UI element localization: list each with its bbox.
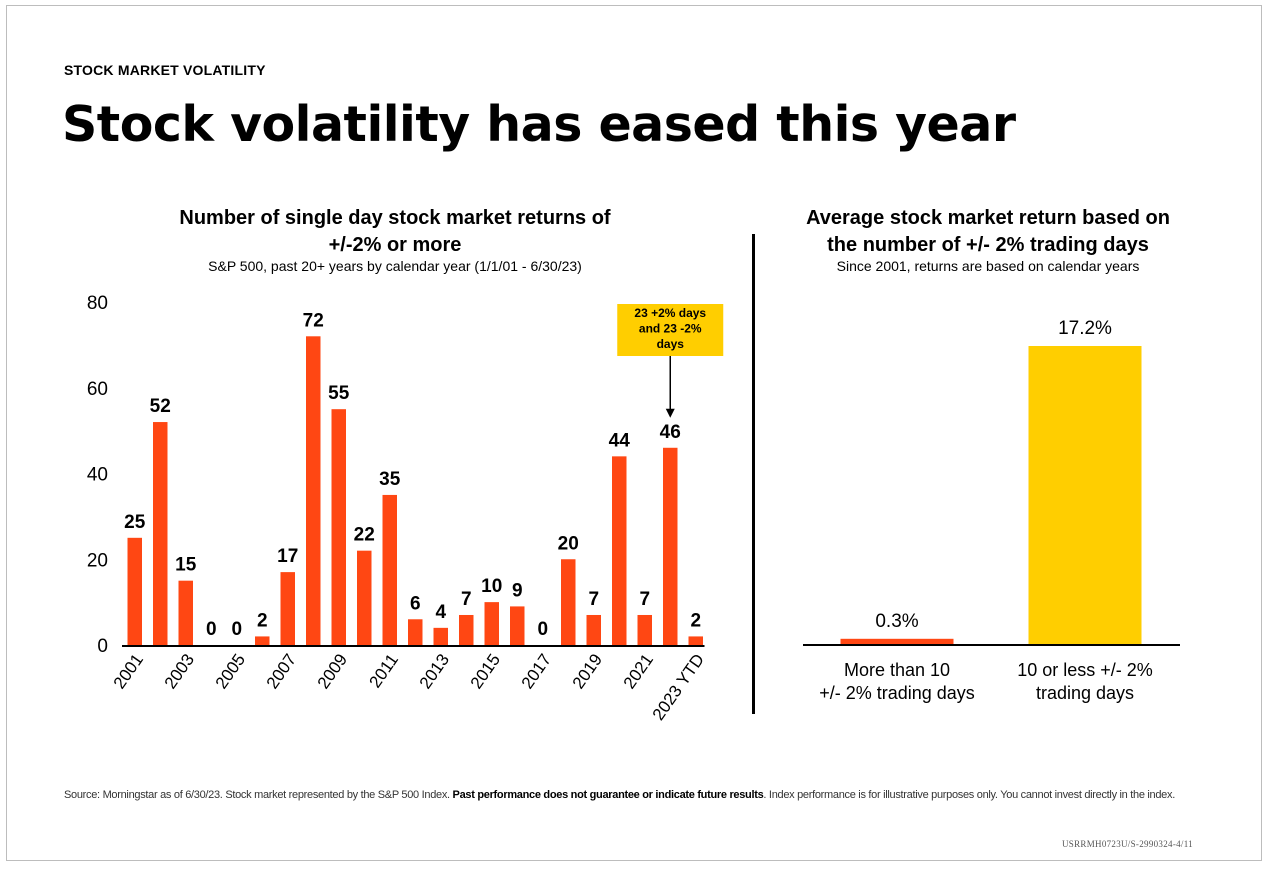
source-text-pre: Source: Morningstar as of 6/30/23. Stock…	[64, 789, 453, 801]
bar-2010	[357, 550, 372, 645]
source-text-post: . Index performance is for illustrative …	[763, 789, 1175, 801]
document-code: USRRMH0723U/S-2990324-4/11	[1062, 839, 1193, 849]
bar-2012	[408, 619, 423, 645]
annotation-text-line: and 23 -2%	[639, 322, 702, 336]
x-tick-label: 2011	[365, 650, 402, 691]
data-label: 55	[328, 383, 350, 404]
right-data-label: 17.2%	[1058, 318, 1112, 339]
right-category-label: +/- 2% trading days	[819, 683, 975, 703]
right-chart-title-line-1: Average stock market return based on	[806, 207, 1170, 229]
right-category-label: trading days	[1036, 683, 1134, 703]
data-label: 17	[277, 546, 298, 567]
data-label: 15	[175, 555, 197, 576]
data-label: 4	[435, 602, 446, 623]
data-label: 44	[609, 430, 631, 451]
bar-2016	[510, 606, 525, 645]
right-bar-1	[840, 638, 954, 644]
x-tick-label: 2015	[467, 650, 504, 692]
bar-2006	[255, 636, 270, 645]
y-tick-label: 60	[87, 379, 108, 400]
data-label: 20	[558, 533, 579, 554]
x-tick-label: 2019	[569, 650, 606, 692]
data-label: 35	[379, 469, 401, 490]
right-category-label: 10 or less +/- 2%	[1017, 660, 1153, 680]
bar-2011	[382, 494, 397, 645]
left-chart-title: Number of single day stock market return…	[130, 205, 660, 259]
data-label: 0	[231, 619, 242, 640]
bar-2007	[280, 572, 295, 645]
bar-2013	[433, 627, 448, 645]
right-data-label: 0.3%	[875, 611, 918, 632]
y-tick-label: 20	[87, 550, 108, 571]
annotation-box	[617, 304, 724, 356]
source-text-disclaimer: Past performance does not guarantee or i…	[452, 789, 764, 801]
bar-2002	[153, 422, 168, 645]
x-tick-label: 2007	[263, 650, 300, 692]
data-label: 7	[588, 589, 599, 610]
data-label: 46	[660, 422, 681, 443]
data-label: 0	[537, 619, 548, 640]
bar-2014	[459, 614, 474, 645]
eyebrow-label: STOCK MARKET VOLATILITY	[64, 62, 266, 78]
y-tick-label: 0	[97, 636, 108, 657]
headline: Stock volatility has eased this year	[62, 96, 1016, 153]
x-tick-label: 2013	[416, 650, 453, 692]
right-category-label: More than 10	[844, 660, 950, 680]
data-label: 2	[690, 610, 701, 631]
right-chart: 0.3% More than 10 +/- 2% trading days 17.2%…	[803, 318, 1180, 703]
data-label: 52	[150, 396, 171, 417]
left-chart-title-line-2: +/-2% or more	[328, 234, 462, 256]
data-label: 22	[354, 525, 375, 546]
data-label: 9	[512, 580, 523, 601]
data-label: 7	[639, 589, 650, 610]
bar-2009	[331, 409, 346, 645]
source-note: Source: Morningstar as of 6/30/23. Stock…	[64, 789, 1175, 801]
bar-2019	[586, 614, 601, 645]
right-chart-title: Average stock market return based on the…	[770, 205, 1206, 259]
annotation-arrow-head	[665, 408, 675, 418]
x-tick-label: 2009	[314, 650, 351, 692]
bar-2021	[637, 614, 652, 645]
bar-2022	[663, 447, 678, 645]
data-label: 25	[124, 512, 146, 533]
data-label: 6	[410, 593, 421, 614]
x-tick-label: 2017	[518, 650, 555, 692]
x-tick-label: 2021	[620, 650, 657, 692]
left-chart-subtitle: S&P 500, past 20+ years by calendar year…	[208, 258, 582, 274]
left-chart-title-line-1: Number of single day stock market return…	[179, 207, 611, 229]
chart-divider	[752, 234, 755, 714]
right-chart-title-line-2: the number of +/- 2% trading days	[827, 234, 1149, 256]
bar-2018	[561, 559, 576, 645]
data-label: 2	[257, 610, 268, 631]
bar-2001	[127, 537, 142, 645]
y-tick-label: 40	[87, 465, 108, 486]
bar-2015	[484, 602, 499, 645]
right-bar-2	[1028, 346, 1142, 644]
annotation-text-line: 23 +2% days	[634, 306, 706, 320]
bar-2008	[306, 336, 321, 645]
data-label: 10	[481, 576, 502, 597]
bar-2020	[612, 456, 627, 645]
data-label: 72	[303, 310, 324, 331]
slide-frame	[6, 5, 1262, 861]
x-tick-label: 2003	[161, 650, 198, 692]
annotation-text-line: days	[657, 337, 685, 351]
bar-2003	[178, 580, 193, 645]
x-tick-label: 2001	[110, 650, 147, 692]
x-tick-label: 2023 YTD	[649, 650, 708, 723]
x-tick-label: 2005	[212, 650, 249, 692]
data-label: 7	[461, 589, 472, 610]
y-tick-label: 80	[87, 293, 108, 314]
bar-2023-ytd	[688, 636, 703, 645]
data-label: 0	[206, 619, 217, 640]
right-chart-subtitle: Since 2001, returns are based on calenda…	[836, 258, 1140, 274]
